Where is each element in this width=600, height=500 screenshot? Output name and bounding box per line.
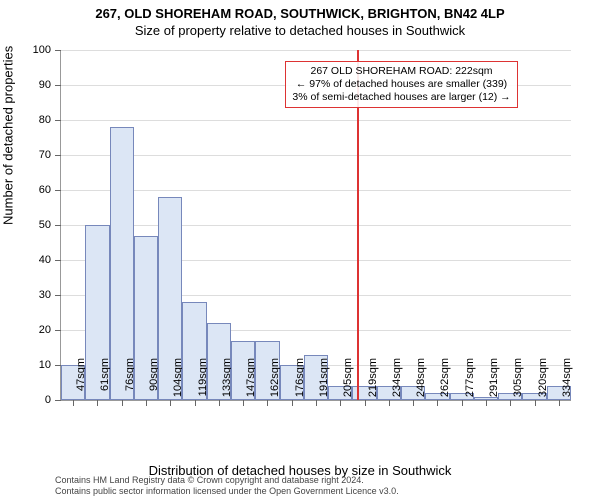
y-axis-label: Number of detached properties <box>1 46 16 225</box>
y-tick-label: 50 <box>21 219 61 231</box>
x-tick-label: 291sqm <box>488 358 500 408</box>
x-tick-label: 320sqm <box>537 358 549 408</box>
x-tick <box>146 400 147 406</box>
y-tick-label: 30 <box>21 289 61 301</box>
x-tick-label: 305sqm <box>512 358 524 408</box>
y-tick-label: 70 <box>21 149 61 161</box>
y-tick-label: 0 <box>21 394 61 406</box>
annotation-line: ← 97% of detached houses are smaller (33… <box>292 78 510 91</box>
x-tick-label: 219sqm <box>367 358 379 408</box>
chart-subtitle: Size of property relative to detached ho… <box>0 21 600 38</box>
annotation-line: 267 OLD SHOREHAM ROAD: 222sqm <box>292 65 510 78</box>
x-tick-label: 205sqm <box>342 358 354 408</box>
x-tick <box>243 400 244 406</box>
x-tick <box>122 400 123 406</box>
annotation-box: 267 OLD SHOREHAM ROAD: 222sqm← 97% of de… <box>285 61 517 108</box>
x-tick <box>413 400 414 406</box>
gridline <box>61 120 571 121</box>
y-tick-label: 80 <box>21 114 61 126</box>
x-tick <box>365 400 366 406</box>
gridline <box>61 50 571 51</box>
x-tick <box>219 400 220 406</box>
y-tick-label: 10 <box>21 359 61 371</box>
x-tick-label: 262sqm <box>439 358 451 408</box>
x-tick <box>559 400 560 406</box>
chart-title: 267, OLD SHOREHAM ROAD, SOUTHWICK, BRIGH… <box>0 0 600 21</box>
x-tick-label: 277sqm <box>464 358 476 408</box>
x-tick-label: 234sqm <box>391 358 403 408</box>
gridline <box>61 155 571 156</box>
annotation-line: 3% of semi-detached houses are larger (1… <box>292 91 510 104</box>
gridline <box>61 190 571 191</box>
y-tick-label: 90 <box>21 79 61 91</box>
x-tick <box>292 400 293 406</box>
x-tick-label: 191sqm <box>318 358 330 408</box>
x-tick <box>195 400 196 406</box>
x-tick <box>389 400 390 406</box>
y-tick-label: 40 <box>21 254 61 266</box>
y-tick-label: 100 <box>21 44 61 56</box>
attribution-line1: Contains HM Land Registry data © Crown c… <box>55 475 399 485</box>
x-tick <box>462 400 463 406</box>
chart-plot-area: 010203040506070809010047sqm61sqm76sqm90s… <box>60 50 571 401</box>
gridline <box>61 225 571 226</box>
y-tick-label: 20 <box>21 324 61 336</box>
x-tick <box>535 400 536 406</box>
x-tick <box>486 400 487 406</box>
x-tick <box>316 400 317 406</box>
y-tick-label: 60 <box>21 184 61 196</box>
attribution-text: Contains HM Land Registry data © Crown c… <box>55 475 399 496</box>
x-tick-label: 334sqm <box>561 358 573 408</box>
x-tick-label: 248sqm <box>415 358 427 408</box>
attribution-line2: Contains public sector information licen… <box>55 486 399 496</box>
x-tick <box>73 400 74 406</box>
